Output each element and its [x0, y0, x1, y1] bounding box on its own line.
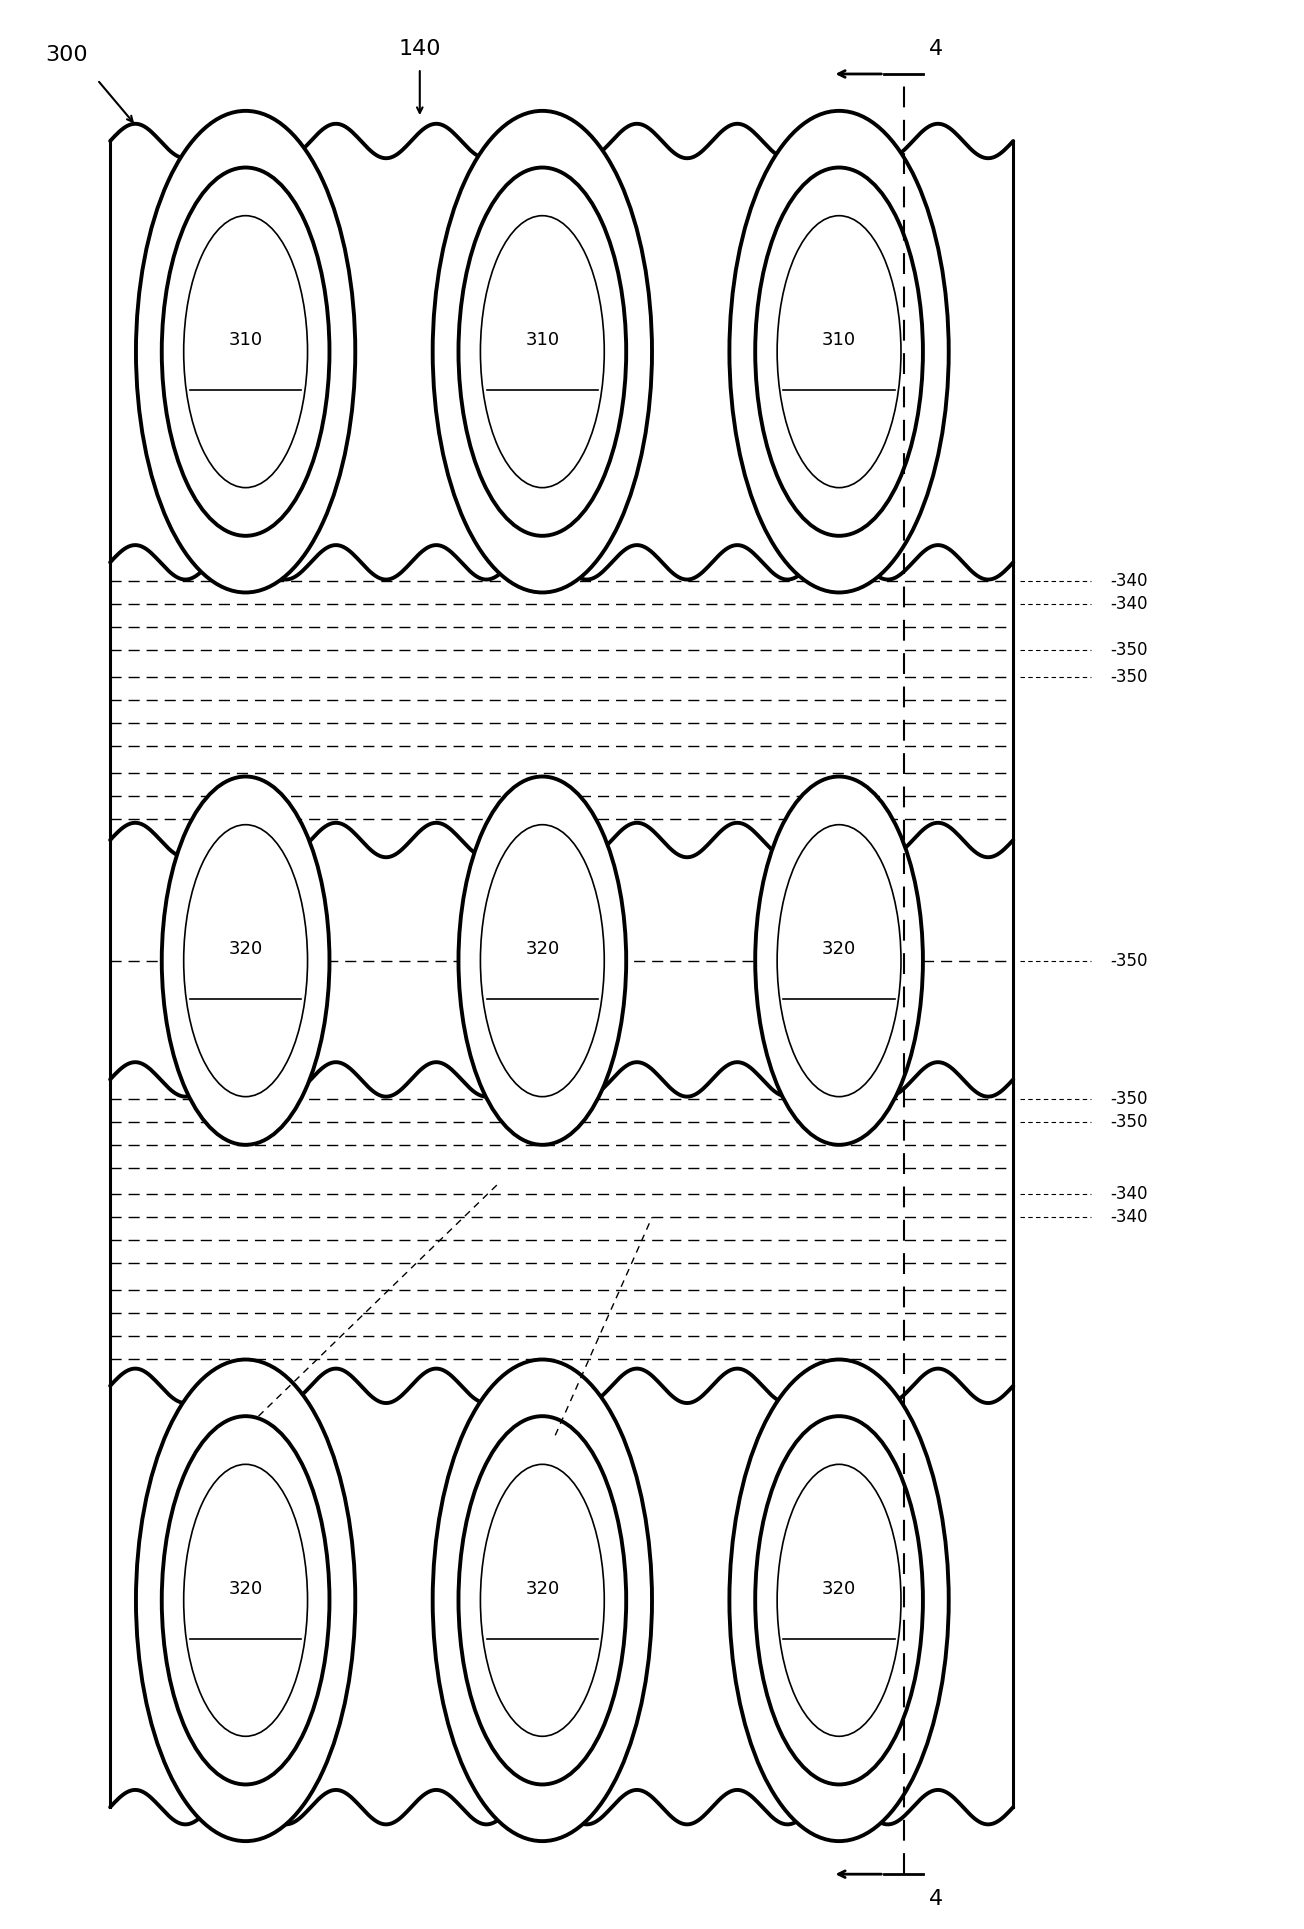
Ellipse shape — [777, 826, 901, 1098]
Text: 320: 320 — [228, 1580, 262, 1597]
Ellipse shape — [729, 1360, 949, 1840]
Text: 4: 4 — [928, 39, 943, 60]
Ellipse shape — [162, 1416, 330, 1784]
Text: 140: 140 — [399, 39, 441, 60]
Ellipse shape — [433, 110, 652, 592]
Text: -340: -340 — [1110, 596, 1148, 613]
Ellipse shape — [480, 1464, 604, 1736]
Ellipse shape — [777, 1464, 901, 1736]
Text: 320: 320 — [526, 1580, 559, 1597]
Text: 310: 310 — [526, 332, 559, 349]
Text: -350: -350 — [1110, 642, 1148, 660]
Ellipse shape — [162, 777, 330, 1144]
Ellipse shape — [162, 168, 330, 536]
Text: 4: 4 — [928, 1888, 943, 1910]
Text: 300: 300 — [46, 44, 89, 66]
Text: 320: 320 — [526, 939, 559, 959]
Text: 320: 320 — [822, 939, 857, 959]
Text: -350: -350 — [1110, 1090, 1148, 1107]
Ellipse shape — [136, 1360, 355, 1840]
Text: 310: 310 — [228, 332, 262, 349]
Ellipse shape — [459, 777, 626, 1144]
Text: -350: -350 — [1110, 1113, 1148, 1130]
Ellipse shape — [755, 1416, 923, 1784]
Ellipse shape — [433, 1360, 652, 1840]
Ellipse shape — [459, 1416, 626, 1784]
Ellipse shape — [459, 168, 626, 536]
Text: -340: -340 — [1110, 1184, 1148, 1204]
Text: 320: 320 — [228, 939, 262, 959]
Ellipse shape — [480, 826, 604, 1098]
Text: 310: 310 — [822, 332, 857, 349]
Ellipse shape — [480, 216, 604, 488]
Text: -350: -350 — [1110, 951, 1148, 970]
Ellipse shape — [184, 216, 308, 488]
Ellipse shape — [184, 826, 308, 1098]
Ellipse shape — [136, 110, 355, 592]
Text: -340: -340 — [1110, 573, 1148, 590]
Text: 320: 320 — [822, 1580, 857, 1597]
Ellipse shape — [729, 110, 949, 592]
Ellipse shape — [755, 777, 923, 1144]
Ellipse shape — [755, 168, 923, 536]
Ellipse shape — [777, 216, 901, 488]
Ellipse shape — [184, 1464, 308, 1736]
Text: -350: -350 — [1110, 667, 1148, 687]
Text: -340: -340 — [1110, 1208, 1148, 1227]
